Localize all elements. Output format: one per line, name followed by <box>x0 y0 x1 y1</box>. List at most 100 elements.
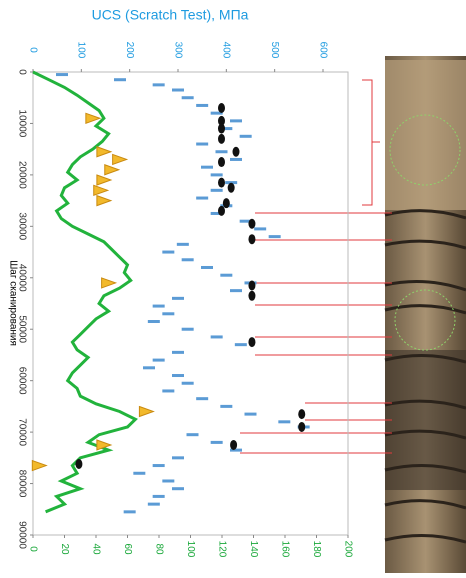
bottom-tick-label: 160 <box>279 541 290 558</box>
ucs-point <box>230 289 242 292</box>
ucs-point <box>172 351 184 354</box>
x-tick-label: 40000 <box>16 264 27 292</box>
ucs-point <box>153 359 165 362</box>
annotation-lines <box>240 80 392 453</box>
bottom-tick-label: 0 <box>27 546 38 552</box>
ucs-point <box>153 83 165 86</box>
ucs-point <box>196 104 208 107</box>
black-marker <box>248 280 255 290</box>
x-tick-label: 90000 <box>16 521 27 549</box>
top-tick-label: 400 <box>221 42 232 59</box>
ucs-point <box>211 441 223 444</box>
black-marker <box>248 234 255 244</box>
x-tick-label: 0 <box>16 69 27 75</box>
ucs-point <box>201 266 213 269</box>
triangle-marker <box>97 147 111 157</box>
triangle-marker <box>139 407 153 417</box>
triangle-marker <box>97 175 111 185</box>
ucs-point <box>278 420 290 423</box>
chart: UCS (Scratch Test), МПа Шаг сканирования… <box>0 0 466 573</box>
ucs-point <box>196 143 208 146</box>
black-marker <box>248 291 255 301</box>
black-marker <box>248 219 255 229</box>
black-marker <box>75 459 82 469</box>
ucs-point <box>153 464 165 467</box>
top-tick-label: 200 <box>124 42 135 59</box>
top-tick-label: 500 <box>269 42 280 59</box>
ucs-point <box>240 135 252 138</box>
ucs-point <box>211 173 223 176</box>
ucs-point <box>254 227 266 230</box>
triangle-marker <box>105 165 119 175</box>
ucs-point <box>153 305 165 308</box>
black-marker <box>218 103 225 113</box>
ucs-point <box>187 433 199 436</box>
bottom-tick-label: 140 <box>248 541 259 558</box>
bottom-tick-label: 60 <box>122 543 133 555</box>
ucs-point <box>143 366 155 369</box>
ucs-point <box>172 89 184 92</box>
black-marker <box>298 422 305 432</box>
ucs-point <box>182 96 194 99</box>
ucs-point <box>172 297 184 300</box>
ucs-point <box>182 328 194 331</box>
x-tick-label: 30000 <box>16 212 27 240</box>
black-marker <box>298 409 305 419</box>
ucs-point <box>182 382 194 385</box>
ucs-point <box>269 235 281 238</box>
x-tick-label: 50000 <box>16 315 27 343</box>
ucs-point <box>162 389 174 392</box>
bottom-tick-label: 180 <box>311 541 322 558</box>
ucs-point <box>230 119 242 122</box>
ucs-point <box>230 158 242 161</box>
black-marker <box>218 157 225 167</box>
triangle-marker <box>94 185 108 195</box>
x-tick-label: 80000 <box>16 470 27 498</box>
ucs-point <box>114 78 126 81</box>
ucs-point <box>216 150 228 153</box>
ucs-point <box>162 479 174 482</box>
x-tick-label: 60000 <box>16 367 27 395</box>
ucs-point <box>162 251 174 254</box>
ucs-point <box>133 472 145 475</box>
ucs-point <box>172 374 184 377</box>
ucs-point <box>148 320 160 323</box>
bottom-tick-label: 200 <box>342 541 353 558</box>
ucs-point <box>162 312 174 315</box>
bottom-tick-label: 40 <box>90 543 101 555</box>
x-tick-label: 20000 <box>16 161 27 189</box>
ucs-point <box>201 166 213 169</box>
core-photo <box>385 56 466 573</box>
top-tick-label: 300 <box>172 42 183 59</box>
ucs-point <box>211 335 223 338</box>
bottom-tick-label: 100 <box>185 541 196 558</box>
ucs-point <box>148 503 160 506</box>
bottom-tick-label: 120 <box>216 541 227 558</box>
ucs-point <box>196 397 208 400</box>
triangle-marker <box>113 154 127 164</box>
ucs-point <box>235 343 247 346</box>
x-tick-label: 10000 <box>16 110 27 138</box>
top-tick-label: 0 <box>27 47 38 53</box>
black-marker <box>230 440 237 450</box>
ucs-point <box>182 258 194 261</box>
triangle-marker <box>97 196 111 206</box>
ucs-point <box>196 197 208 200</box>
black-marker <box>218 178 225 188</box>
black-marker <box>218 124 225 134</box>
black-marker <box>228 183 235 193</box>
top-tick-label: 600 <box>317 42 328 59</box>
black-marker <box>248 337 255 347</box>
ucs-point <box>172 456 184 459</box>
ucs-point <box>220 405 232 408</box>
black-marker <box>233 147 240 157</box>
ucs-point <box>220 274 232 277</box>
bottom-tick-label: 80 <box>153 543 164 555</box>
ucs-point <box>56 73 68 76</box>
curve-line <box>33 72 135 512</box>
ucs-point <box>211 189 223 192</box>
triangle-marker <box>102 278 116 288</box>
ucs-point <box>153 495 165 498</box>
top-tick-label: 100 <box>76 42 87 59</box>
x-tick-label: 70000 <box>16 418 27 446</box>
